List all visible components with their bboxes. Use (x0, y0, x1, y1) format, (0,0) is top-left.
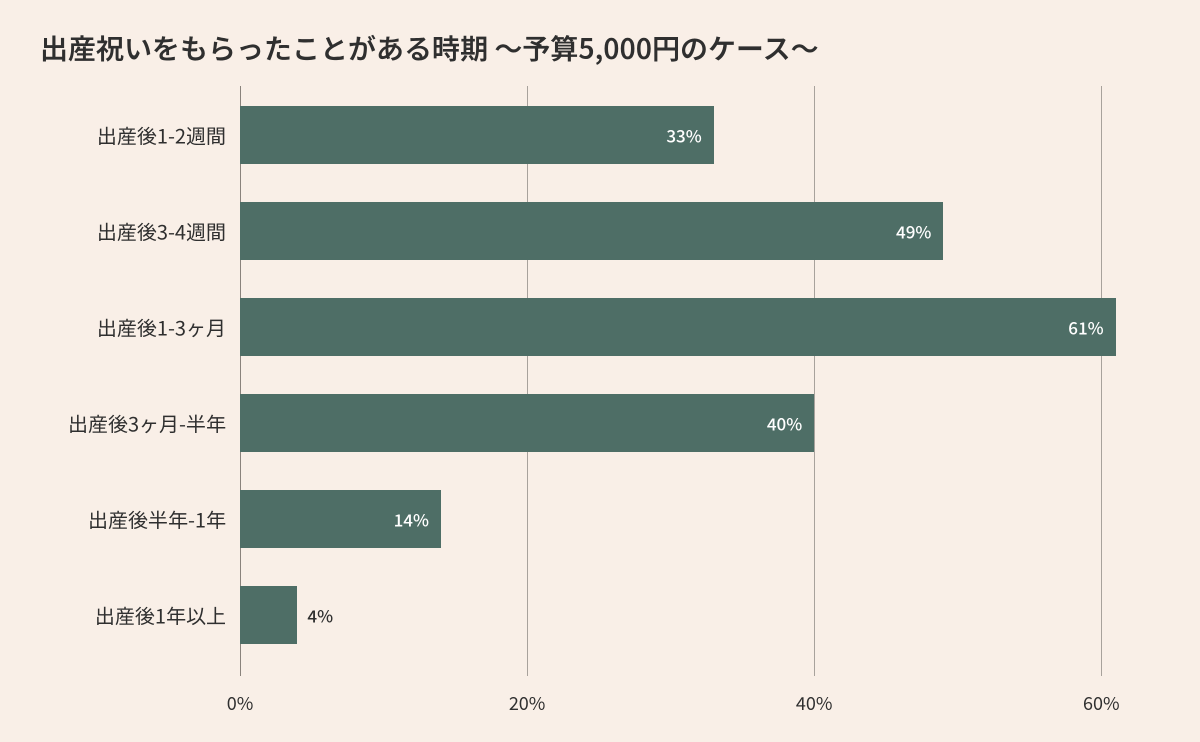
bar-row: 出産後1-2週間33% (240, 106, 1130, 164)
x-tick-label: 0% (227, 690, 254, 716)
bar-value-label: 40% (767, 411, 802, 436)
bar: 61% (240, 298, 1116, 356)
category-label: 出産後1年以上 (95, 601, 226, 630)
x-tick-label: 40% (796, 690, 833, 716)
bar: 40% (240, 394, 814, 452)
plot-area: 0%20%40%60%出産後1-2週間33%出産後3-4週間49%出産後1-3ヶ… (240, 86, 1130, 676)
bar: 4% (240, 586, 297, 644)
bar-value-label: 61% (1068, 315, 1103, 340)
bar-row: 出産後3ヶ月-半年40% (240, 394, 1130, 452)
category-label: 出産後3ヶ月-半年 (68, 409, 226, 438)
category-label: 出産後半年-1年 (88, 505, 226, 534)
bar: 33% (240, 106, 714, 164)
bar-value-label: 33% (666, 123, 701, 148)
category-label: 出産後3-4週間 (97, 217, 226, 246)
chart-plot: 0%20%40%60%出産後1-2週間33%出産後3-4週間49%出産後1-3ヶ… (40, 86, 1160, 726)
bar: 14% (240, 490, 441, 548)
category-label: 出産後1-2週間 (97, 121, 226, 150)
chart-title: 出産祝いをもらったことがある時期 〜予算5,000円のケース〜 (40, 28, 1160, 68)
bar-row: 出産後半年-1年14% (240, 490, 1130, 548)
bar-row: 出産後3-4週間49% (240, 202, 1130, 260)
bar-row: 出産後1-3ヶ月61% (240, 298, 1130, 356)
bar-value-label: 4% (307, 603, 333, 628)
x-tick-label: 60% (1083, 690, 1120, 716)
bar-value-label: 14% (394, 507, 429, 532)
bar-row: 出産後1年以上4% (240, 586, 1130, 644)
bar: 49% (240, 202, 943, 260)
x-tick-label: 20% (509, 690, 546, 716)
category-label: 出産後1-3ヶ月 (97, 313, 226, 342)
bar-value-label: 49% (896, 219, 931, 244)
chart-container: 出産祝いをもらったことがある時期 〜予算5,000円のケース〜 0% 20% 40%… (0, 0, 1200, 742)
